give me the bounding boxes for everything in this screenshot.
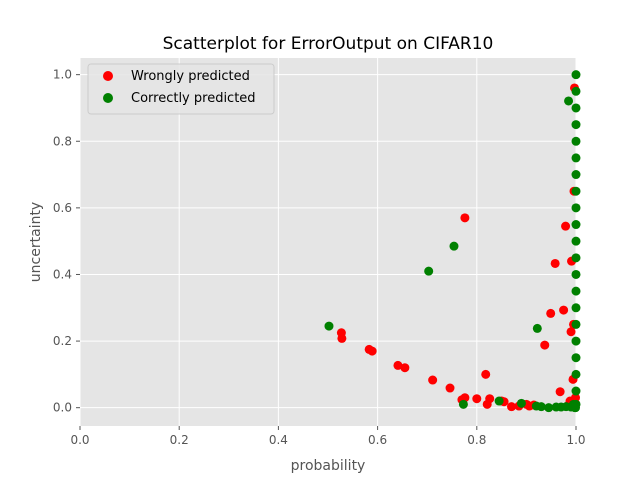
data-point	[561, 221, 571, 231]
data-point	[571, 399, 581, 409]
y-axis-label: uncertainty	[28, 202, 44, 282]
data-point	[337, 333, 347, 343]
data-point	[571, 136, 581, 146]
data-point	[571, 86, 581, 96]
data-point	[571, 120, 581, 130]
data-point	[566, 327, 576, 337]
data-point	[400, 363, 410, 373]
data-point	[507, 402, 517, 412]
x-tick-label: 0.2	[170, 433, 189, 447]
y-tick-label: 0.0	[53, 401, 72, 415]
data-point	[550, 258, 560, 268]
legend-label-correctly-predicted: Correctly predicted	[131, 91, 256, 106]
data-point	[571, 70, 581, 80]
data-point	[494, 396, 504, 406]
y-tick-label: 1.0	[53, 68, 72, 82]
legend-marker-correctly-predicted	[103, 93, 113, 103]
x-axis-ticks: 0.0 0.2 0.4 0.6 0.8 1.0	[70, 426, 586, 447]
x-tick-label: 0.6	[368, 433, 387, 447]
x-tick-label: 0.8	[467, 433, 486, 447]
y-tick-label: 0.6	[53, 201, 72, 215]
data-point	[428, 375, 438, 385]
x-axis-label: probability	[291, 458, 366, 474]
data-point	[571, 269, 581, 279]
data-point	[367, 346, 377, 356]
data-point	[571, 353, 581, 363]
data-point	[544, 403, 554, 413]
x-tick-label: 1.0	[566, 433, 585, 447]
data-point	[485, 394, 495, 404]
data-point	[571, 186, 581, 196]
data-point	[445, 383, 455, 393]
data-point	[564, 96, 574, 106]
data-point	[555, 387, 565, 397]
legend-box	[87, 63, 275, 115]
data-point	[571, 220, 581, 230]
x-tick-label: 0.0	[70, 433, 89, 447]
plot-area	[80, 58, 576, 426]
data-point	[324, 321, 334, 331]
data-point	[424, 266, 434, 276]
data-point	[516, 398, 526, 408]
data-point	[571, 203, 581, 213]
data-point	[472, 394, 482, 404]
data-point	[559, 305, 569, 315]
data-point	[571, 303, 581, 313]
data-point	[481, 369, 491, 379]
y-tick-label: 0.4	[53, 267, 72, 281]
x-tick-label: 0.4	[269, 433, 288, 447]
data-point	[540, 340, 550, 350]
data-point	[393, 360, 403, 370]
legend: Wrongly predicted Correctly predicted	[87, 63, 275, 115]
data-point	[571, 319, 581, 329]
grid-lines	[79, 58, 577, 426]
data-point	[571, 153, 581, 163]
data-point	[449, 241, 459, 251]
data-point	[571, 369, 581, 379]
data-point	[532, 323, 542, 333]
y-tick-label: 0.2	[53, 334, 72, 348]
data-point	[571, 386, 581, 396]
data-point	[571, 253, 581, 263]
legend-label-wrongly-predicted: Wrongly predicted	[131, 69, 250, 84]
data-point	[571, 170, 581, 180]
data-point	[458, 399, 468, 409]
data-point	[460, 213, 470, 223]
data-point	[571, 336, 581, 346]
series-correctly-predicted	[324, 70, 581, 413]
y-tick-label: 0.8	[53, 134, 72, 148]
data-points	[324, 70, 581, 413]
legend-marker-wrongly-predicted	[103, 71, 113, 81]
data-point	[546, 308, 556, 318]
chart-title: Scatterplot for ErrorOutput on CIFAR10	[163, 34, 494, 54]
data-point	[536, 402, 546, 412]
data-point	[571, 236, 581, 246]
y-axis-ticks: 0.0 0.2 0.4 0.6 0.8 1.0	[53, 68, 80, 415]
data-point	[571, 286, 581, 296]
data-point	[571, 103, 581, 113]
